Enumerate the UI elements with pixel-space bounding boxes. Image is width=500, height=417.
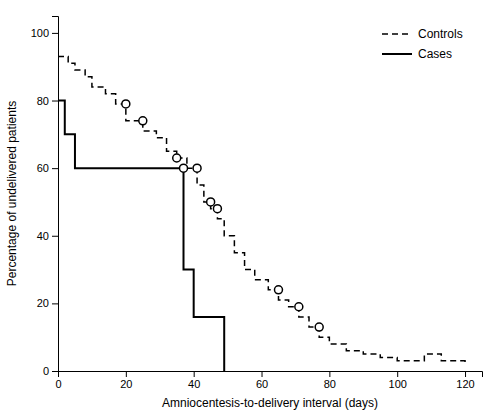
censored-marker — [139, 117, 147, 125]
tick-label: 0 — [43, 365, 49, 377]
tick-mark — [52, 168, 58, 169]
y-axis: 0 20 40 60 80 100 — [31, 17, 59, 378]
legend-item: Cases — [382, 47, 452, 61]
tick-label: 80 — [37, 95, 49, 107]
legend-item: Controls — [382, 27, 463, 41]
tick: 60 — [37, 162, 58, 174]
censored-marker — [207, 198, 215, 206]
tick: 100 — [389, 371, 407, 390]
censored-marker — [295, 303, 303, 311]
y-axis-title: Percentage of undelivered patients — [5, 101, 19, 286]
tick-mark — [194, 371, 195, 377]
censored-marker — [315, 323, 323, 331]
tick-mark — [52, 101, 58, 102]
legend-label: Controls — [418, 27, 463, 41]
axis-line — [59, 372, 483, 378]
tick-mark — [52, 371, 58, 372]
tick-mark — [262, 371, 263, 377]
tick: 80 — [324, 371, 336, 390]
tick-label: 120 — [456, 378, 474, 390]
chart: 0 20 40 60 80 100 120 0 20 40 60 80 100 Amniocentesis… — [0, 0, 500, 417]
tick-label: 100 — [31, 27, 49, 39]
censored-marker — [180, 164, 188, 172]
tick: 0 — [43, 365, 58, 377]
censored-marker — [274, 286, 282, 294]
tick-mark — [465, 371, 466, 377]
tick: 20 — [120, 371, 132, 390]
tick: 40 — [188, 371, 200, 390]
tick-mark — [397, 371, 398, 377]
tick-mark — [126, 371, 127, 377]
x-axis-title: Amniocentesis-to-delivery interval (days… — [162, 396, 378, 410]
censored-marker — [193, 164, 201, 172]
tick: 80 — [37, 95, 58, 107]
tick: 40 — [37, 230, 58, 242]
tick: 60 — [256, 371, 268, 390]
legend-label: Cases — [418, 47, 452, 61]
x-axis: 0 20 40 60 80 100 120 — [55, 371, 482, 390]
tick: 0 — [55, 371, 61, 390]
tick-mark — [52, 236, 58, 237]
tick-mark — [329, 371, 330, 377]
step-line — [58, 101, 224, 371]
tick: 20 — [37, 297, 58, 309]
tick: 120 — [456, 371, 474, 390]
censored-marker — [213, 205, 221, 213]
tick-label: 60 — [256, 378, 268, 390]
step-line — [58, 57, 465, 365]
legend-swatch — [382, 33, 412, 35]
legend: Controls Cases — [382, 27, 463, 61]
tick-label: 20 — [37, 297, 49, 309]
tick-label: 100 — [389, 378, 407, 390]
tick-label: 40 — [188, 378, 200, 390]
plot-area — [58, 57, 465, 371]
tick: 100 — [31, 27, 58, 39]
axis-line — [52, 17, 59, 372]
censored-marker — [173, 154, 181, 162]
tick-label: 60 — [37, 162, 49, 174]
tick-label: 80 — [324, 378, 336, 390]
legend-swatch — [382, 53, 412, 55]
tick-label: 0 — [55, 378, 61, 390]
tick-label: 20 — [120, 378, 132, 390]
tick-label: 40 — [37, 230, 49, 242]
tick-mark — [52, 33, 58, 34]
censored-marker — [122, 100, 130, 108]
tick-mark — [52, 303, 58, 304]
